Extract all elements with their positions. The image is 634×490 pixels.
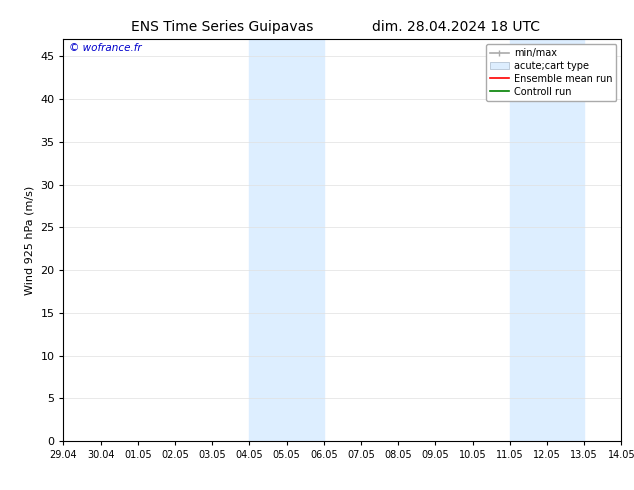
Y-axis label: Wind 925 hPa (m/s): Wind 925 hPa (m/s): [25, 186, 35, 294]
Text: © wofrance.fr: © wofrance.fr: [69, 43, 141, 53]
Legend: min/max, acute;cart type, Ensemble mean run, Controll run: min/max, acute;cart type, Ensemble mean …: [486, 44, 616, 100]
Text: ENS Time Series Guipavas: ENS Time Series Guipavas: [131, 20, 313, 34]
Bar: [510, 39, 584, 441]
Text: dim. 28.04.2024 18 UTC: dim. 28.04.2024 18 UTC: [373, 20, 540, 34]
Bar: [249, 39, 324, 441]
